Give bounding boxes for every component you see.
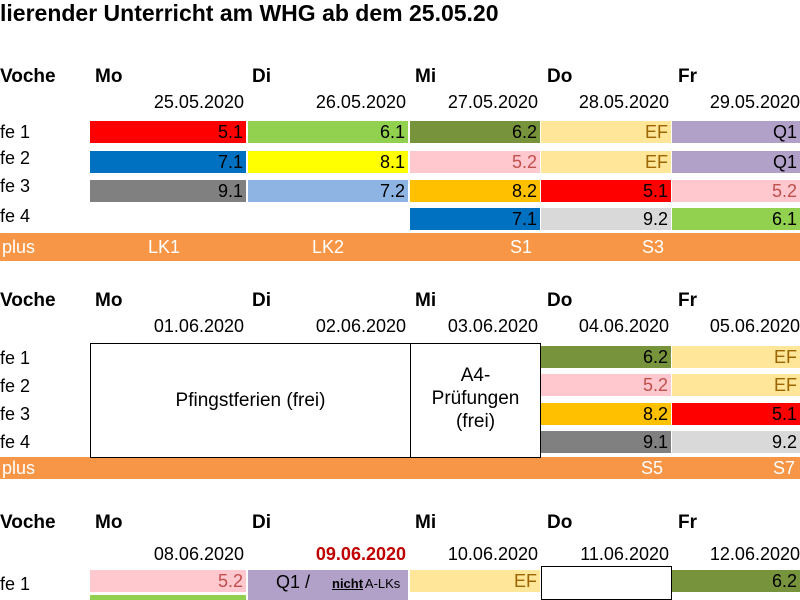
date-mi: 03.06.2020 [447,316,538,336]
week-label: Voche [0,512,56,533]
plus-label: plus [2,458,36,478]
lesson-cell: 5.1 [90,121,246,143]
row-label: fe 2 [0,148,31,168]
q1-label: Q1 / [276,572,311,592]
plus-row [0,233,800,261]
lesson-cell: 9.1 [541,431,671,453]
lesson-cell: 9.2 [541,208,671,230]
lesson-cell: 8.1 [248,151,408,173]
lesson-cell: EF [672,346,800,368]
lesson-cell: 9.2 [672,431,800,453]
date-mo: 08.06.2020 [153,544,244,564]
date-di: 02.06.2020 [315,316,406,336]
date-do: 11.06.2020 [580,544,669,564]
lesson-cell: 7.1 [410,208,540,230]
day-header-di: Di [252,290,271,311]
day-header-fr: Fr [678,66,697,87]
day-header-di: Di [252,512,271,533]
lesson-cell: 6.1 [248,121,408,143]
day-header-mo: Mo [95,66,123,87]
day-header-fr: Fr [678,290,697,311]
plus-item: S5 [641,458,664,478]
date-fr: 12.06.2020 [709,544,800,564]
exam-label: A4- Prüfungen (frei) [431,365,520,432]
day-header-mi: Mi [415,512,437,533]
day-header-mo: Mo [95,512,123,533]
plus-item: LK2 [312,237,345,257]
next-row-edge [90,595,246,600]
row-label: fe 1 [0,122,31,142]
row-label: fe 4 [0,206,31,226]
holiday-box [90,343,411,458]
empty-cell [541,566,672,600]
day-header-fr: Fr [678,512,697,533]
row-label: fe 1 [0,574,31,594]
plus-item: S3 [642,237,665,257]
row-label: fe 2 [0,376,31,396]
lesson-cell: 6.2 [410,121,540,143]
lesson-cell: 5.2 [541,374,671,396]
plus-item: S7 [773,458,796,478]
holiday-label: Pfingstferien (frei) [175,390,326,411]
lesson-cell-q1: Q1 / nicht A-LKs [248,570,408,600]
lesson-cell: Q1 [672,121,800,143]
lesson-cell: 5.2 [90,570,246,592]
date-do: 28.05.2020 [578,92,669,112]
lesson-cell: 7.1 [90,151,246,173]
day-header-do: Do [547,66,573,87]
day-header-di: Di [252,66,271,87]
day-header-mo: Mo [95,290,123,311]
lesson-cell: 7.2 [248,180,408,202]
date-do: 04.06.2020 [578,316,669,336]
date-mi: 10.06.2020 [447,544,538,564]
lesson-cell: 5.1 [541,180,671,202]
date-mi: 27.05.2020 [447,92,538,112]
exam-box [410,343,541,458]
note-nicht: nicht [332,576,364,591]
lesson-cell: EF [672,374,800,396]
lesson-cell: 5.1 [672,403,800,425]
date-mo: 25.05.2020 [153,92,244,112]
plus-label: plus [2,237,36,257]
lesson-cell: 8.2 [410,180,540,202]
note-alks: A-LKs [362,576,401,591]
row-label: fe 1 [0,348,31,368]
plus-row [0,457,800,479]
row-label: fe 3 [0,176,31,196]
day-header-do: Do [547,512,573,533]
day-header-do: Do [547,290,573,311]
lesson-cell: 5.2 [672,180,800,202]
date-di: 09.06.2020 [315,544,406,564]
week-label: Voche [0,290,56,311]
lesson-cell: EF [541,121,671,143]
date-di: 26.05.2020 [315,92,406,112]
page-title: lierender Unterricht am WHG ab dem 25.05… [0,0,499,26]
plus-item: LK1 [148,237,181,257]
lesson-cell: EF [410,570,540,592]
lesson-cell: 6.2 [541,346,671,368]
plus-item: S1 [510,237,533,257]
day-header-mi: Mi [415,66,437,87]
lesson-cell: 9.1 [90,180,246,202]
date-fr: 05.06.2020 [709,316,800,336]
date-mo: 01.06.2020 [153,316,244,336]
row-label: fe 3 [0,404,31,424]
lesson-cell: Q1 [672,151,800,173]
week-label: Voche [0,66,56,87]
lesson-cell: 5.2 [410,151,540,173]
lesson-cell: 6.1 [672,208,800,230]
lesson-cell: 8.2 [541,403,671,425]
lesson-cell: EF [541,151,671,173]
day-header-mi: Mi [415,290,437,311]
lesson-cell: 6.2 [672,570,800,592]
divider [90,457,541,458]
date-fr: 29.05.2020 [709,92,800,112]
row-label: fe 4 [0,432,31,452]
